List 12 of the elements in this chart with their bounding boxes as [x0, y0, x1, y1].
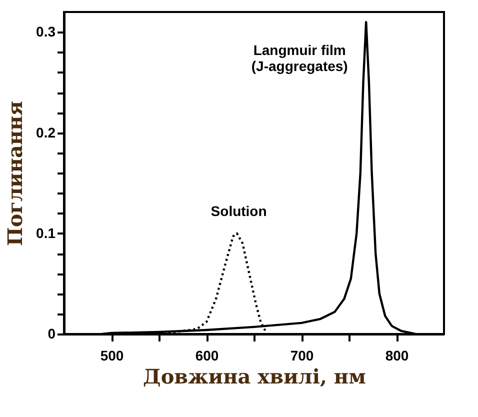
x-axis-title: Довжина хвилі, нм: [143, 364, 366, 388]
x-tick-label: 700: [290, 348, 314, 364]
x-tick-label: 800: [385, 348, 409, 364]
y-tick-label: 0.1: [36, 224, 56, 241]
y-tick-label: 0: [48, 326, 56, 342]
y-tick-label: 0.3: [36, 24, 56, 40]
y-axis-title: Поглинання: [3, 100, 28, 246]
x-tick-label: 600: [195, 348, 219, 364]
annotation: Solution: [210, 203, 267, 220]
y-tick-label: 0.2: [36, 124, 56, 140]
x-tick-label: 500: [100, 348, 124, 364]
annotation: Langmuir film (J-aggregates): [251, 42, 348, 74]
